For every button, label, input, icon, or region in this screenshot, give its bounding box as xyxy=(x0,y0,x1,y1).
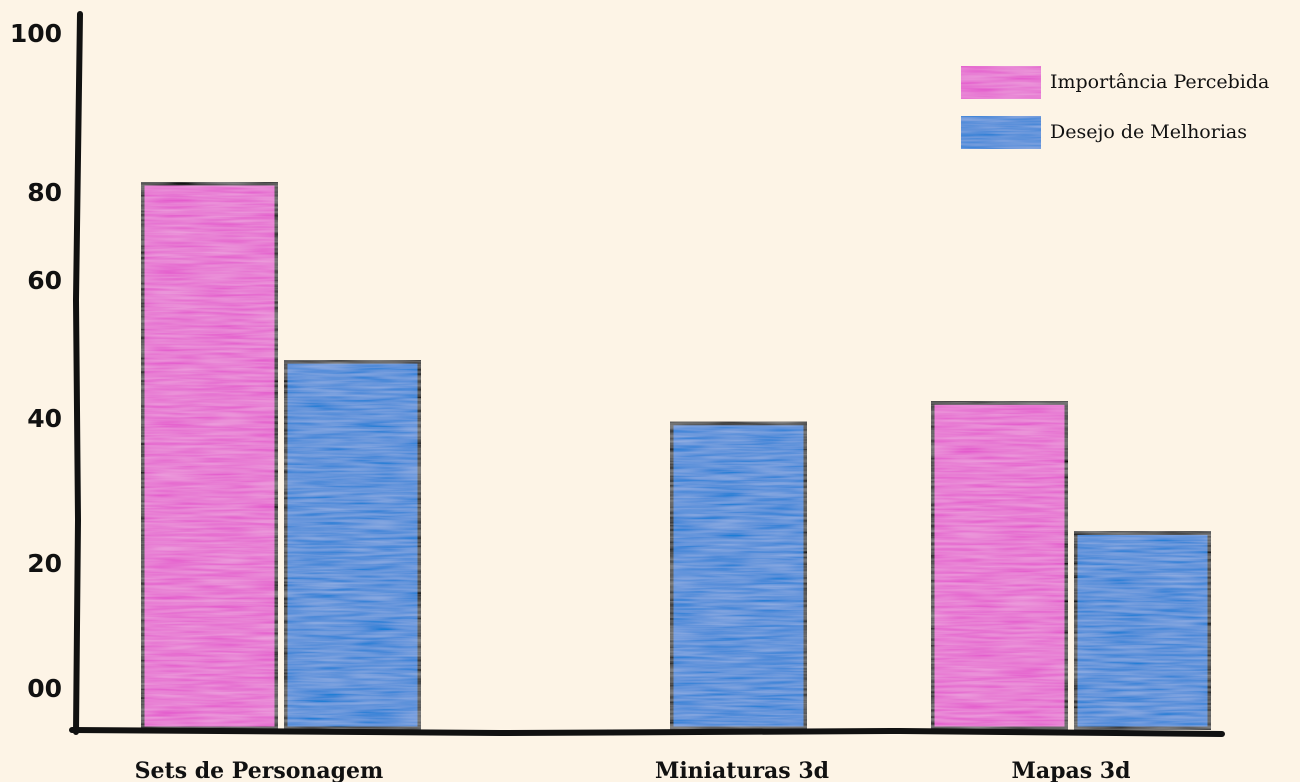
y-tick-label: 80 xyxy=(27,178,62,207)
y-tick-label: 00 xyxy=(27,674,62,703)
x-category-label: Sets de Personagem xyxy=(135,758,384,782)
legend: Importância Percebida Desejo de Melhorias xyxy=(961,66,1269,149)
bars-layer xyxy=(137,178,1215,734)
y-tick-label: 40 xyxy=(27,404,62,433)
bar-desejo-0 xyxy=(280,356,425,734)
y-axis xyxy=(72,11,83,735)
bar-importancia-2 xyxy=(927,397,1072,734)
bar-importancia-0 xyxy=(137,178,282,734)
legend-label: Desejo de Melhorias xyxy=(1050,121,1247,143)
legend-label: Importância Percebida xyxy=(1050,71,1269,93)
bar-desejo-2 xyxy=(1070,527,1215,734)
x-axis xyxy=(69,727,1225,737)
y-tick-labels: 00 20 40 60 80 100 xyxy=(10,19,62,703)
y-tick-label: 60 xyxy=(27,266,62,295)
x-category-label: Mapas 3d xyxy=(1012,758,1131,782)
x-category-label: Miniaturas 3d xyxy=(655,758,829,782)
y-tick-label: 100 xyxy=(10,19,62,48)
legend-swatch xyxy=(961,116,1041,149)
y-tick-label: 20 xyxy=(27,549,62,578)
x-category-labels: Sets de Personagem Miniaturas 3d Mapas 3d xyxy=(135,758,1131,782)
legend-swatch xyxy=(961,66,1041,99)
bar-desejo-1 xyxy=(666,418,811,734)
